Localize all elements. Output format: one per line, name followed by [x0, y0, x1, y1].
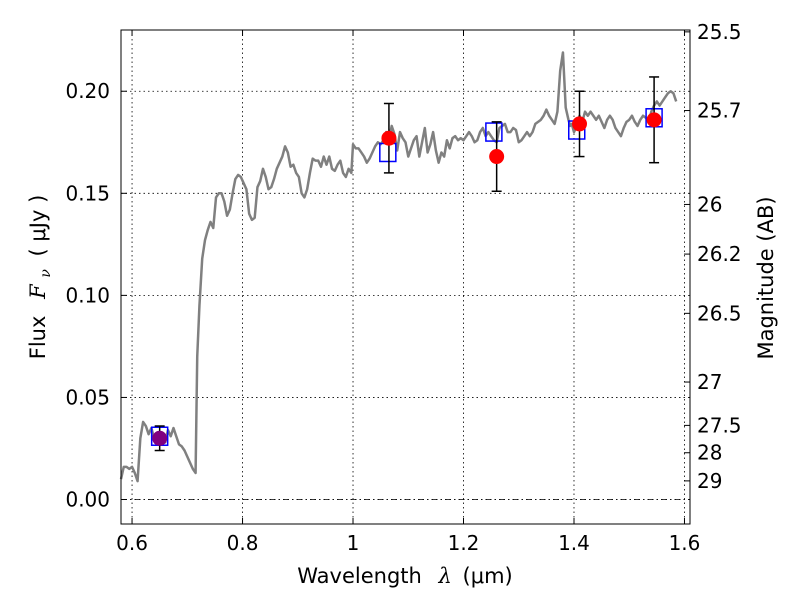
x-tick-label: 1 [347, 531, 360, 555]
y-axis-label-unit: ( μJy ) [26, 195, 50, 257]
y-tick-label: 0.15 [65, 181, 110, 205]
plot-frame [120, 29, 691, 525]
y2-axis-label: Magnitude (AB) [754, 196, 778, 359]
x-axis-label-main: Wavelength [297, 564, 422, 588]
mag-tick-label: 28 [697, 441, 722, 465]
x-tick-label: 1.6 [669, 531, 701, 555]
mag-tick-label: 26.5 [697, 301, 742, 325]
y-tick-label: 0.00 [65, 488, 110, 512]
mag-tick-label: 25.5 [697, 20, 742, 44]
observed-photometry-point [152, 430, 168, 446]
y-axis-label-subscript: ν [38, 269, 54, 278]
mag-tick-label: 27 [697, 370, 722, 394]
x-tick-label: 1.4 [558, 531, 590, 555]
x-axis-label-unit: (μm) [463, 564, 513, 588]
y-axis-label-symbol: F [26, 283, 50, 300]
mag-tick-label: 25.7 [697, 99, 742, 123]
axis-ticks: 0.6 0.8 1 1.2 1.4 1.6 0.00 0.05 0.10 0.15 0.20 25.5… [65, 20, 741, 555]
x-axis-label-symbol: λ [438, 564, 452, 588]
mag-tick-label: 27.5 [697, 413, 742, 437]
y-tick-label: 0.05 [65, 385, 110, 409]
photometry-points [150, 76, 663, 452]
x-tick-label: 0.8 [227, 531, 259, 555]
mag-tick-label: 26 [697, 192, 722, 216]
mag-tick-label: 26.2 [697, 242, 742, 266]
x-tick-label: 1.2 [448, 531, 480, 555]
y-tick-label: 0.20 [65, 79, 110, 103]
x-axis-label: Wavelength λ (μm) [297, 564, 512, 588]
observed-photometry-point [489, 149, 505, 165]
y-axis-label: Flux F ν ( μJy ) [26, 195, 55, 360]
x-tick-label: 0.6 [116, 531, 148, 555]
grid [121, 30, 690, 524]
model-photometry-square [485, 122, 503, 142]
y-tick-label: 0.10 [65, 283, 110, 307]
observed-photometry-point [381, 130, 397, 146]
observed-photometry-point [572, 116, 588, 132]
observed-photometry-point [646, 112, 662, 128]
mag-tick-label: 29 [697, 469, 722, 493]
y-axis-label-main: Flux [26, 316, 50, 360]
